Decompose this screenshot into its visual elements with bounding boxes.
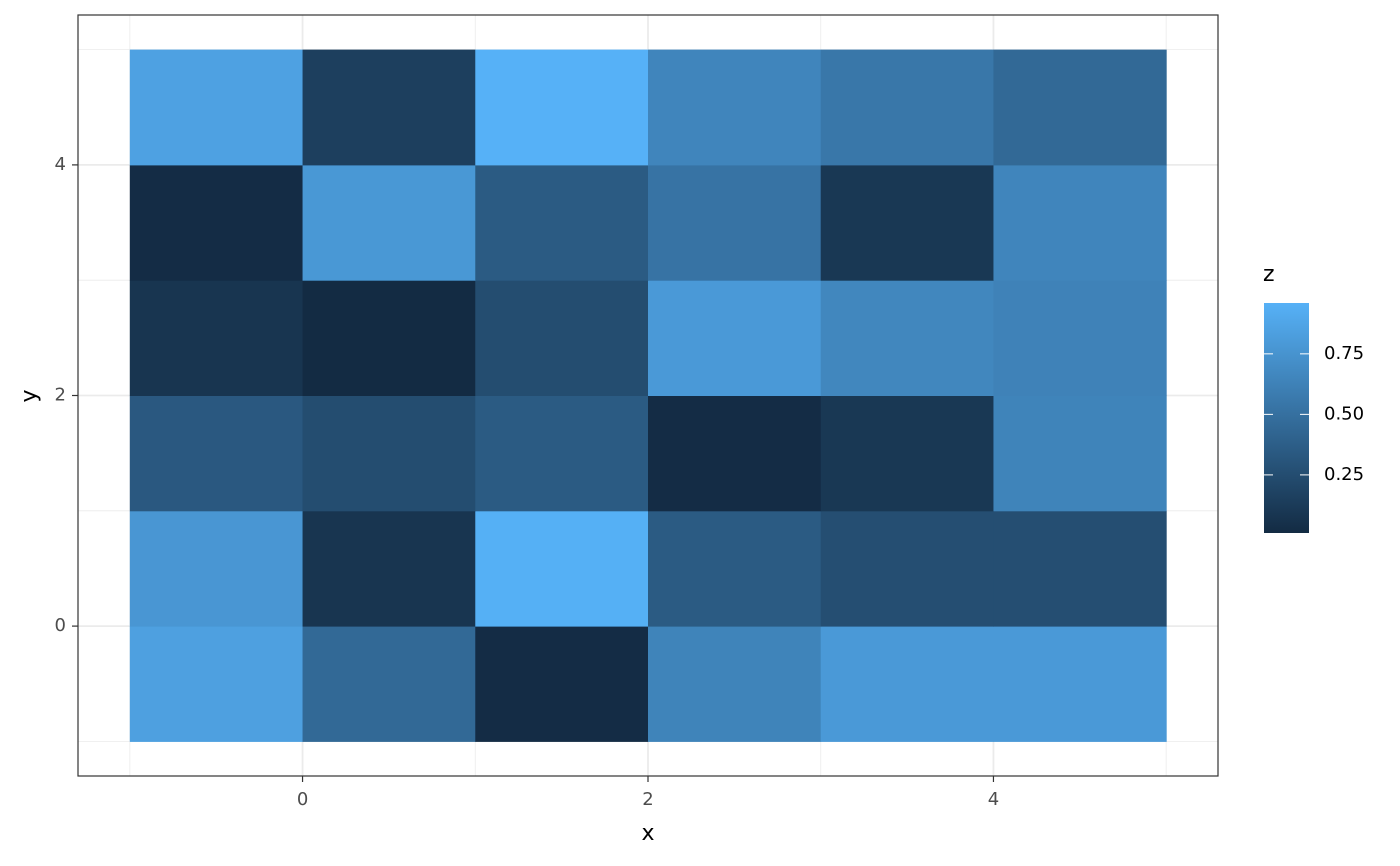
tile <box>475 626 649 742</box>
tile <box>820 510 994 627</box>
tile <box>302 49 476 166</box>
tile <box>820 626 994 742</box>
tile <box>475 510 649 627</box>
y-tick-label: 2 <box>55 385 66 406</box>
tile <box>475 395 649 512</box>
tile <box>993 164 1167 281</box>
colorbar <box>1264 303 1309 533</box>
tile <box>648 395 822 512</box>
tile <box>302 626 476 742</box>
tile <box>820 395 994 512</box>
tile <box>475 280 649 396</box>
tile <box>302 280 476 396</box>
tile <box>820 49 994 166</box>
tile <box>648 280 822 396</box>
colorbar-label: 0.75 <box>1324 343 1364 364</box>
colorbar-label: 0.25 <box>1324 464 1364 485</box>
tile <box>993 626 1167 742</box>
axes: 0 2 4 0 2 4 <box>55 154 1000 810</box>
x-tick-label: 0 <box>297 789 308 810</box>
tile <box>993 510 1167 627</box>
tile <box>129 49 304 166</box>
tile <box>475 164 649 281</box>
x-tick-label: 4 <box>988 789 999 810</box>
tile <box>302 395 476 512</box>
tile <box>302 164 476 281</box>
tile <box>475 49 649 166</box>
tile <box>129 510 304 627</box>
x-axis-title: x <box>641 821 654 846</box>
y-tick-label: 0 <box>55 615 66 636</box>
colorbar-label: 0.50 <box>1324 403 1364 424</box>
legend-title: z <box>1263 262 1275 287</box>
x-tick-label: 2 <box>642 789 653 810</box>
tile <box>993 280 1167 396</box>
tile <box>648 626 822 742</box>
tile <box>129 395 304 512</box>
tile <box>993 395 1167 512</box>
tile <box>820 164 994 281</box>
tile <box>993 49 1167 166</box>
tile <box>648 164 822 281</box>
tile <box>129 280 304 396</box>
y-axis-title: y <box>17 389 42 402</box>
tiles <box>129 49 1167 742</box>
tile <box>648 510 822 627</box>
tile <box>302 510 476 627</box>
tile <box>648 49 822 166</box>
tile <box>129 164 304 281</box>
tile <box>129 626 304 742</box>
legend: 0.25 0.50 0.75 <box>1264 343 1364 485</box>
tile <box>820 280 994 396</box>
y-tick-label: 4 <box>55 154 66 175</box>
